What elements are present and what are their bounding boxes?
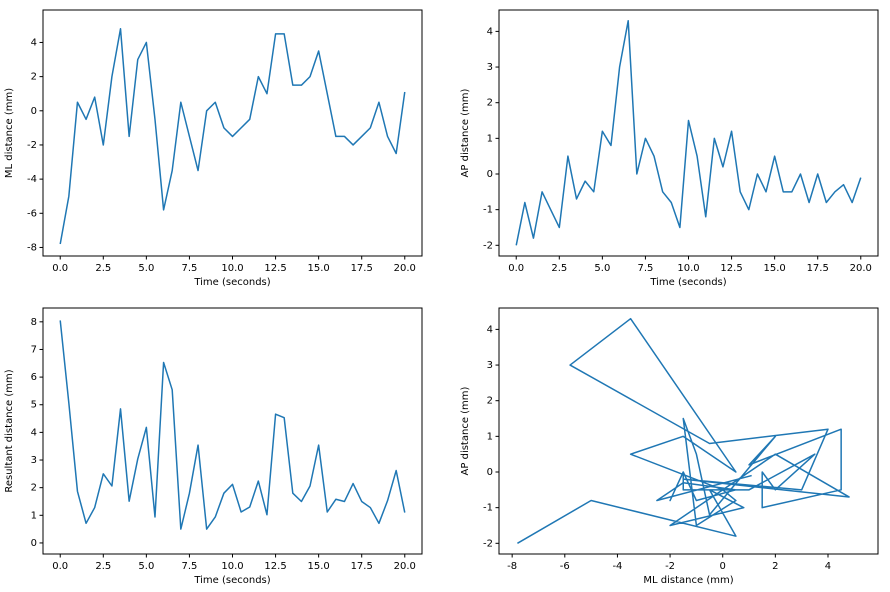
x-tick-label: 15.0 (308, 263, 330, 274)
x-tick-label: 2.5 (551, 263, 567, 274)
x-tick-label: 12.5 (264, 263, 286, 274)
y-tick-label: 3 (487, 62, 493, 73)
x-tick-label: 17.5 (351, 263, 373, 274)
x-tick-label: 7.5 (181, 263, 197, 274)
x-tick-label: 10.0 (221, 263, 243, 274)
axes-frame (42, 9, 423, 257)
x-tick-label: -2 (665, 561, 675, 572)
axes-frame (42, 307, 423, 555)
y-tick-label: 2 (31, 483, 37, 494)
x-tick-label: 20.0 (394, 263, 416, 274)
y-tick-label: 0 (487, 169, 493, 180)
y-tick-label: -2 (27, 140, 37, 151)
y-tick-label: -4 (27, 174, 37, 185)
y-tick-label: 8 (31, 317, 37, 328)
y-tick-label: 2 (31, 72, 37, 83)
x-axis-label: Time (seconds) (649, 277, 726, 288)
y-tick-label: 4 (31, 37, 37, 48)
axes-frame (498, 9, 879, 257)
x-tick-label: 10.0 (221, 561, 243, 572)
x-tick-label: -4 (612, 561, 622, 572)
data-line (59, 320, 406, 530)
y-tick-label: 2 (487, 98, 493, 109)
y-tick-label: 1 (31, 510, 37, 521)
x-tick-label: 12.5 (264, 561, 286, 572)
y-tick-label: 1 (487, 133, 493, 144)
y-axis-label: Resultant distance (mm) (4, 369, 15, 492)
y-tick-label: -8 (27, 242, 37, 253)
data-line (515, 19, 862, 246)
y-tick-label: 0 (31, 538, 37, 549)
x-tick-label: 0.0 (52, 561, 68, 572)
y-tick-label: 3 (487, 360, 493, 371)
y-axis-label: AP distance (mm) (460, 88, 471, 177)
x-tick-label: 15.0 (308, 561, 330, 572)
y-tick-label: -2 (483, 240, 493, 251)
y-tick-label: 1 (487, 431, 493, 442)
x-tick-label: -8 (507, 561, 517, 572)
y-tick-label: 4 (487, 26, 493, 37)
x-tick-label: 2.5 (95, 263, 111, 274)
x-tick-label: 15.0 (764, 263, 786, 274)
y-tick-label: 0 (31, 106, 37, 117)
x-tick-label: 5.0 (138, 263, 154, 274)
y-tick-label: -1 (483, 503, 493, 514)
y-tick-label: 5 (31, 400, 37, 411)
x-tick-label: 7.5 (181, 561, 197, 572)
x-tick-label: 0.0 (52, 263, 68, 274)
x-tick-label: 17.5 (807, 263, 829, 274)
x-tick-label: 0 (720, 561, 726, 572)
x-tick-label: 12.5 (720, 263, 742, 274)
y-axis-label: AP distance (mm) (460, 386, 471, 475)
x-tick-label: 20.0 (850, 263, 872, 274)
x-tick-label: 5.0 (138, 561, 154, 572)
x-tick-label: 0.0 (508, 263, 524, 274)
x-tick-label: 20.0 (394, 561, 416, 572)
y-tick-label: 7 (31, 344, 37, 355)
data-line (59, 28, 406, 245)
y-tick-label: -2 (483, 538, 493, 549)
y-tick-label: 3 (31, 455, 37, 466)
x-tick-label: -6 (560, 561, 570, 572)
y-tick-label: 0 (487, 467, 493, 478)
y-axis-label: ML distance (mm) (4, 88, 15, 178)
axes-frame (498, 307, 879, 555)
x-axis-label: ML distance (mm) (643, 575, 733, 586)
y-tick-label: -1 (483, 205, 493, 216)
x-axis-label: Time (seconds) (193, 575, 270, 586)
x-axis-label: Time (seconds) (193, 277, 270, 288)
x-tick-label: 7.5 (637, 263, 653, 274)
x-tick-label: 2.5 (95, 561, 111, 572)
x-tick-label: 2 (772, 561, 778, 572)
x-tick-label: 10.0 (677, 263, 699, 274)
y-tick-label: 2 (487, 396, 493, 407)
x-tick-label: 5.0 (594, 263, 610, 274)
x-tick-label: 17.5 (351, 561, 373, 572)
y-tick-label: 6 (31, 372, 37, 383)
y-tick-label: 4 (31, 427, 37, 438)
y-tick-label: -6 (27, 208, 37, 219)
x-tick-label: 4 (825, 561, 831, 572)
y-tick-label: 4 (487, 324, 493, 335)
data-line (517, 317, 850, 544)
